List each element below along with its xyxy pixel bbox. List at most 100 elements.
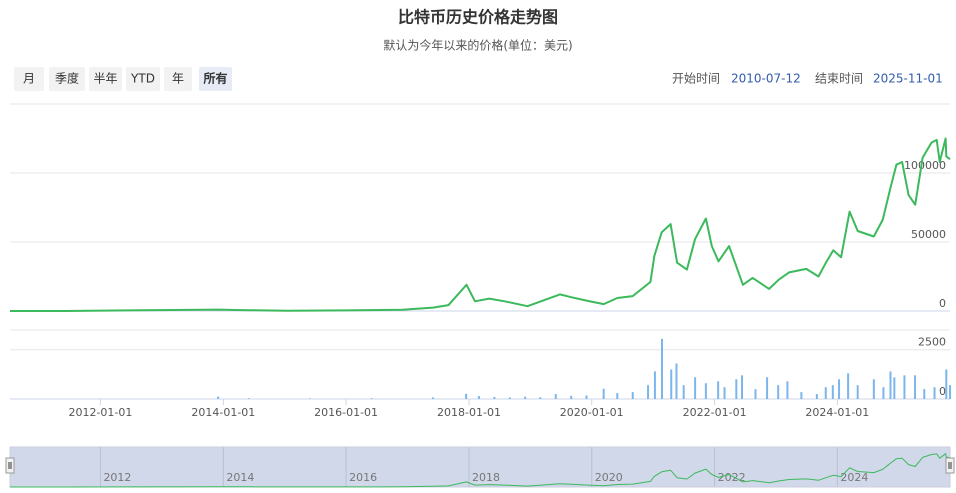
x-tick-label: 2014-01-01 — [191, 406, 255, 419]
navigator-label: 2022 — [718, 471, 746, 484]
range-button-bg — [164, 67, 192, 91]
y-tick-label: 50000 — [911, 228, 946, 241]
volume-bar — [882, 387, 885, 399]
volume-bar — [717, 381, 720, 399]
volume-bar — [766, 377, 769, 399]
volume-bar — [616, 393, 619, 399]
x-tick-label: 2016-01-01 — [314, 406, 378, 419]
to-date[interactable]: 2025-11-01 — [873, 72, 943, 86]
to-label: 结束时间 — [815, 72, 863, 86]
volume-bar — [370, 398, 373, 399]
volume-bar — [741, 375, 744, 399]
x-tick-label: 2022-01-01 — [683, 406, 747, 419]
volume-bar — [831, 385, 834, 399]
volume-bar — [631, 392, 634, 399]
volume-bar — [847, 373, 850, 399]
range-button[interactable]: 半年 — [89, 67, 122, 91]
volume-bar — [872, 379, 875, 399]
range-button[interactable]: 季度 — [49, 67, 85, 91]
volume-bar — [477, 396, 480, 399]
from-label: 开始时间 — [672, 72, 720, 86]
volume-bar — [554, 394, 557, 399]
volume-bar — [694, 377, 697, 399]
range-button-bg — [14, 67, 44, 91]
volume-bar — [945, 369, 948, 399]
volume-bar — [889, 371, 892, 399]
range-button-label: 半年 — [93, 72, 117, 86]
volume-bar — [508, 397, 511, 399]
volume-bar — [949, 385, 951, 399]
chart-title: 比特币历史价格走势图 — [398, 8, 558, 27]
range-button-bg — [199, 67, 232, 91]
volume-bar — [660, 338, 663, 399]
navigator-handle[interactable] — [5, 457, 15, 474]
volume-bar — [777, 385, 780, 399]
y-tick-label: 100000 — [904, 159, 946, 172]
volume-bar — [432, 397, 435, 399]
volume-bar — [786, 381, 789, 399]
volume-bar — [585, 395, 588, 399]
volume-bar — [824, 387, 827, 399]
range-button-label: YTD — [130, 72, 155, 86]
price-line — [10, 137, 951, 312]
navigator-line — [10, 453, 951, 488]
volume-bar — [682, 385, 685, 399]
x-tick-label: 2020-01-01 — [560, 406, 624, 419]
volume-bar — [247, 398, 250, 399]
volume-bar — [800, 392, 803, 399]
x-tick-label: 2018-01-01 — [437, 406, 501, 419]
volume-bar — [465, 393, 468, 399]
range-button[interactable]: 所有 — [199, 67, 232, 91]
range-button-label: 年 — [172, 72, 184, 86]
volume-bar — [754, 389, 757, 399]
volume-bar — [670, 369, 673, 399]
volume-bar — [815, 394, 818, 399]
volume-bar — [903, 375, 906, 399]
navigator-handle[interactable] — [945, 457, 955, 474]
volume-bar — [735, 379, 738, 399]
volume-bar — [493, 397, 496, 399]
volume-bar — [524, 396, 527, 399]
volume-bar — [602, 388, 605, 399]
navigator-label: 2014 — [226, 471, 254, 484]
volume-bar — [675, 363, 678, 399]
volume-bar — [838, 379, 841, 399]
volume-bar — [539, 397, 542, 399]
x-tick-label: 2024-01-01 — [805, 406, 869, 419]
volume-bar — [933, 387, 936, 399]
navigator-label: 2024 — [840, 471, 868, 484]
volume-bar — [914, 375, 917, 399]
range-button-label: 所有 — [203, 71, 227, 86]
navigator-label: 2012 — [103, 471, 131, 484]
y2-tick-label: 2500 — [918, 336, 946, 349]
volume-bar — [647, 385, 650, 399]
volume-bar — [217, 396, 220, 399]
y2-tick-label: 0 — [939, 385, 946, 398]
range-button-label: 季度 — [55, 71, 79, 86]
volume-bar — [309, 398, 312, 399]
chart-subtitle: 默认为今年以来的价格(单位：美元) — [383, 38, 572, 53]
range-button[interactable]: YTD — [126, 67, 160, 91]
navigator-label: 2020 — [595, 471, 623, 484]
volume-bar — [570, 395, 573, 399]
volume-bar — [893, 377, 896, 399]
range-button-bg — [49, 67, 85, 91]
navigator-label: 2016 — [349, 471, 377, 484]
navigator-mask[interactable] — [9, 446, 951, 488]
volume-bar — [723, 387, 726, 399]
volume-bar — [704, 383, 707, 399]
volume-bar — [856, 385, 859, 399]
from-date[interactable]: 2010-07-12 — [731, 72, 801, 86]
volume-bar — [923, 389, 926, 399]
range-button-bg — [89, 67, 122, 91]
range-button-label: 月 — [23, 72, 35, 86]
range-button-bg — [126, 67, 160, 91]
x-tick-label: 2012-01-01 — [68, 406, 132, 419]
range-button[interactable]: 月 — [14, 67, 44, 91]
navigator-label: 2018 — [472, 471, 500, 484]
range-button[interactable]: 年 — [164, 67, 192, 91]
volume-bar — [653, 371, 656, 399]
y-tick-label: 0 — [939, 297, 946, 310]
